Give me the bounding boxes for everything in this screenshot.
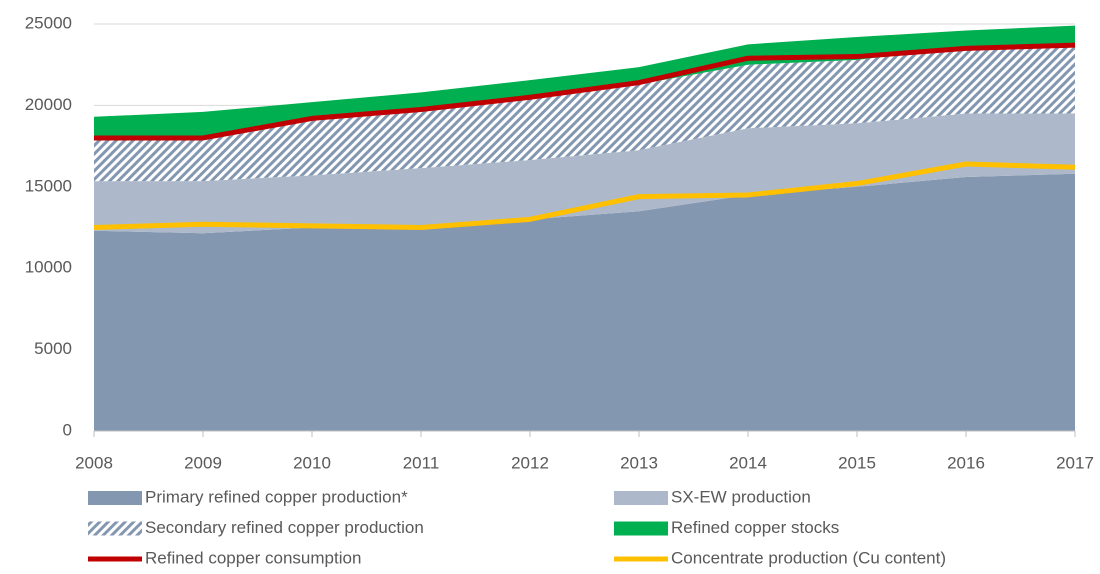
legend-label: Secondary refined copper production	[145, 518, 424, 537]
x-tick-label: 2011	[403, 453, 440, 472]
area	[94, 173, 1075, 431]
area	[94, 113, 1075, 234]
line	[94, 42, 1076, 141]
legend-label: SX-EW production	[671, 487, 811, 506]
x-tick-label: 2013	[620, 453, 658, 472]
x-tick-label: 2015	[838, 453, 876, 472]
x-tick-label: 2010	[293, 453, 331, 472]
y-tick-label: 10000	[25, 258, 72, 277]
line	[93, 161, 1076, 230]
area	[94, 25, 1075, 138]
x-tick-label: 2017	[1056, 453, 1094, 472]
x-tick-label: 2016	[947, 453, 985, 472]
legend-swatch	[88, 521, 142, 536]
legend-label: Refined copper stocks	[671, 518, 839, 537]
legend-label: Refined copper consumption	[145, 548, 361, 567]
x-tick-label: 2012	[511, 453, 549, 472]
legend-swatch	[614, 491, 668, 505]
x-tick-label: 2014	[729, 453, 767, 472]
legend-swatch	[88, 491, 142, 505]
y-tick-label: 25000	[25, 13, 72, 32]
y-tick-label: 15000	[25, 176, 72, 195]
x-tick-label: 2009	[184, 453, 222, 472]
legend-label: Primary refined copper production*	[145, 487, 408, 506]
legend-swatch	[614, 521, 668, 536]
x-tick-label: 2008	[75, 453, 113, 472]
legend-label: Concentrate production (Cu content)	[671, 548, 946, 567]
area	[94, 45, 1075, 182]
y-tick-label: 20000	[25, 95, 72, 114]
y-tick-label: 5000	[34, 339, 72, 358]
y-tick-label: 0	[63, 420, 72, 439]
